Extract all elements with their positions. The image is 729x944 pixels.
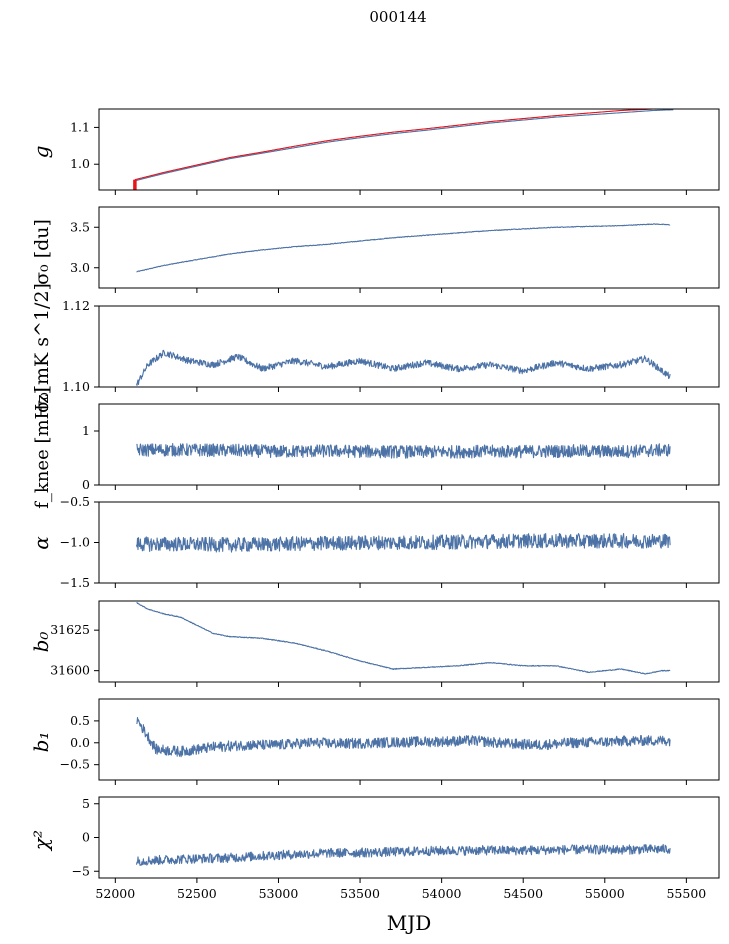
y-axis-label: b₁ <box>29 732 53 753</box>
x-tick-label: 54500 <box>503 886 543 901</box>
y-tick-label: 0 <box>82 477 90 492</box>
figure-title: 000144 <box>369 8 426 26</box>
series-line <box>135 843 671 867</box>
y-tick-label: 1 <box>82 423 90 438</box>
y-tick-label: 0.0 <box>70 735 90 750</box>
y-axis-label: α <box>29 536 53 550</box>
x-tick-label: 52500 <box>177 886 217 901</box>
x-tick-label: 53000 <box>259 886 299 901</box>
y-tick-label: 0 <box>82 830 90 845</box>
series-line <box>136 443 671 459</box>
series-line <box>135 349 671 386</box>
x-tick-label: 54000 <box>422 886 462 901</box>
y-tick-label: 31600 <box>50 663 90 678</box>
y-tick-label: 1.1 <box>70 119 90 134</box>
y-tick-label: −5 <box>72 863 90 878</box>
y-axis-label: g <box>29 146 53 159</box>
panel-1: 1.0 1.1 g <box>29 108 720 195</box>
axes-frame <box>98 108 720 191</box>
y-tick-label: 3.5 <box>70 219 90 234</box>
panel-4: 0 1 f_knee [mHz] <box>32 387 720 509</box>
axes-frame <box>98 305 720 388</box>
y-tick-label: 1.0 <box>70 156 90 171</box>
panel-8: −5 0 5 χ² <box>29 796 720 883</box>
panel-7: −0.5 0.0 0.5 b₁ <box>29 698 720 785</box>
series-line <box>135 533 671 553</box>
y-axis-label: f_knee [mHz] <box>32 387 53 508</box>
axes-frame <box>98 600 720 683</box>
x-tick-label: 55500 <box>666 886 706 901</box>
y-tick-label: 3.0 <box>70 260 90 275</box>
axes-frame <box>98 403 720 486</box>
axes-frame <box>98 796 720 879</box>
y-axis-label: b₀ <box>29 632 53 653</box>
y-tick-label: −0.5 <box>60 757 90 772</box>
panel-3: 1.10 1.12 σ₀[mK s^1/2] <box>31 283 720 413</box>
y-tick-label: −1.0 <box>60 535 90 550</box>
x-tick-label: 53500 <box>340 886 380 901</box>
y-tick-label: 31625 <box>50 622 90 637</box>
y-axis-label: χ² <box>29 830 53 852</box>
y-tick-label: 1.10 <box>62 379 90 394</box>
y-axis-label: σ₀[mK s^1/2] <box>31 283 53 413</box>
panel-2: 3.0 3.5 σ₀ [du] <box>31 206 720 293</box>
y-tick-label: 5 <box>82 796 90 811</box>
series-line <box>136 602 671 675</box>
x-tick-label: 52000 <box>95 886 135 901</box>
y-tick-label: −0.5 <box>60 494 90 509</box>
panel-5: −1.5 −1.0 −0.5 α <box>29 494 720 590</box>
series-line <box>136 716 671 758</box>
y-tick-label: 0.5 <box>70 713 90 728</box>
axes-frame <box>98 206 720 289</box>
y-axis-label: σ₀ [du] <box>31 219 53 285</box>
x-tick-label: 55000 <box>585 886 625 901</box>
x-axis-label: MJD <box>387 911 432 935</box>
series-line <box>134 109 674 182</box>
axes-frame <box>98 698 720 781</box>
y-tick-label: 1.12 <box>62 298 90 313</box>
y-tick-label: −1.5 <box>60 575 90 590</box>
fit-line <box>134 109 669 181</box>
series-line <box>136 223 671 273</box>
